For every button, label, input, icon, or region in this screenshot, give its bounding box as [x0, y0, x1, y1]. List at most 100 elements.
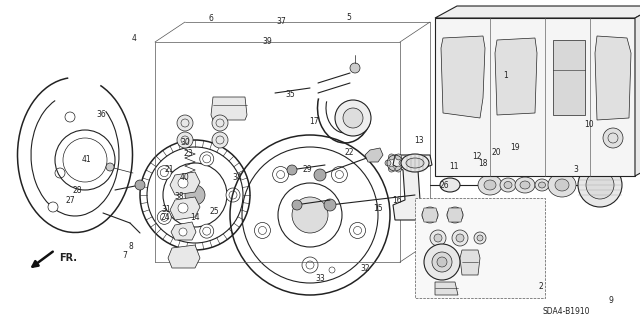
Text: 40: 40: [179, 173, 189, 182]
Polygon shape: [422, 208, 438, 222]
Text: 26: 26: [440, 181, 450, 190]
Text: 12: 12: [472, 152, 481, 161]
Text: 10: 10: [584, 120, 594, 129]
Circle shape: [388, 166, 394, 172]
Text: 17: 17: [308, 117, 319, 126]
Circle shape: [451, 211, 459, 219]
Circle shape: [424, 244, 460, 280]
Circle shape: [343, 108, 363, 128]
Circle shape: [350, 63, 360, 73]
Circle shape: [335, 100, 371, 136]
Circle shape: [255, 222, 271, 238]
Polygon shape: [635, 6, 640, 176]
Circle shape: [212, 115, 228, 131]
Ellipse shape: [504, 181, 512, 188]
Ellipse shape: [444, 160, 466, 176]
Text: 5: 5: [346, 13, 351, 22]
Text: 37: 37: [276, 17, 287, 26]
Text: 34: 34: [232, 173, 242, 182]
Circle shape: [603, 128, 623, 148]
Circle shape: [292, 200, 302, 210]
Polygon shape: [170, 172, 200, 195]
Text: 38: 38: [174, 192, 184, 201]
Circle shape: [157, 166, 172, 180]
Ellipse shape: [548, 173, 576, 197]
Circle shape: [302, 257, 318, 273]
Circle shape: [578, 163, 622, 207]
Text: 36: 36: [96, 110, 106, 119]
Circle shape: [324, 199, 336, 211]
Circle shape: [422, 207, 438, 223]
Text: 25: 25: [209, 207, 220, 216]
Circle shape: [396, 166, 401, 172]
Circle shape: [385, 160, 391, 166]
Circle shape: [332, 166, 348, 182]
Text: 27: 27: [65, 196, 76, 204]
Text: 22: 22: [344, 148, 353, 156]
Text: 8: 8: [129, 242, 134, 251]
Circle shape: [477, 235, 483, 241]
Text: 20: 20: [491, 148, 501, 156]
Bar: [415, 198, 545, 298]
Text: 23: 23: [184, 149, 194, 158]
Circle shape: [178, 203, 188, 213]
Ellipse shape: [440, 178, 460, 192]
Circle shape: [314, 169, 326, 181]
Circle shape: [273, 166, 289, 182]
Polygon shape: [393, 155, 435, 220]
Polygon shape: [171, 222, 196, 240]
Text: 19: 19: [510, 143, 520, 152]
Text: 18: 18: [479, 159, 488, 168]
Polygon shape: [435, 282, 458, 295]
Text: 4: 4: [132, 34, 137, 43]
Circle shape: [106, 163, 114, 171]
Circle shape: [396, 154, 401, 160]
Text: 30: 30: [180, 138, 191, 147]
Circle shape: [177, 115, 193, 131]
Polygon shape: [441, 36, 485, 118]
Text: SDA4-B1910: SDA4-B1910: [543, 308, 590, 316]
Text: 39: 39: [262, 37, 273, 46]
Text: 9: 9: [609, 296, 614, 305]
Text: 32: 32: [360, 264, 370, 273]
Circle shape: [349, 222, 365, 238]
Circle shape: [430, 230, 446, 246]
Bar: [553, 40, 585, 115]
Polygon shape: [495, 38, 537, 115]
Circle shape: [226, 188, 240, 202]
Ellipse shape: [535, 179, 549, 191]
Text: 31: 31: [161, 205, 172, 214]
Text: 1: 1: [503, 71, 508, 80]
Ellipse shape: [500, 178, 516, 192]
Circle shape: [426, 211, 434, 219]
Ellipse shape: [449, 164, 461, 172]
Text: 13: 13: [414, 136, 424, 145]
Circle shape: [292, 197, 328, 233]
Circle shape: [200, 224, 214, 238]
Ellipse shape: [515, 177, 535, 193]
Circle shape: [474, 232, 486, 244]
Circle shape: [178, 178, 188, 188]
Text: 33: 33: [315, 274, 325, 283]
Circle shape: [177, 132, 193, 148]
Polygon shape: [365, 148, 383, 162]
Ellipse shape: [484, 180, 496, 190]
Ellipse shape: [401, 154, 429, 172]
Circle shape: [179, 228, 187, 236]
Polygon shape: [435, 6, 640, 18]
Circle shape: [432, 252, 452, 272]
Circle shape: [388, 154, 394, 160]
Polygon shape: [211, 97, 247, 120]
Polygon shape: [170, 197, 200, 220]
Circle shape: [200, 152, 214, 166]
Circle shape: [135, 180, 145, 190]
Circle shape: [157, 210, 172, 224]
Text: 16: 16: [392, 196, 402, 204]
Text: FR.: FR.: [59, 253, 77, 263]
Text: 7: 7: [122, 252, 127, 260]
Ellipse shape: [555, 179, 569, 191]
Circle shape: [185, 185, 205, 205]
Circle shape: [399, 160, 405, 166]
Text: 14: 14: [190, 213, 200, 222]
Text: 28: 28: [72, 186, 81, 195]
